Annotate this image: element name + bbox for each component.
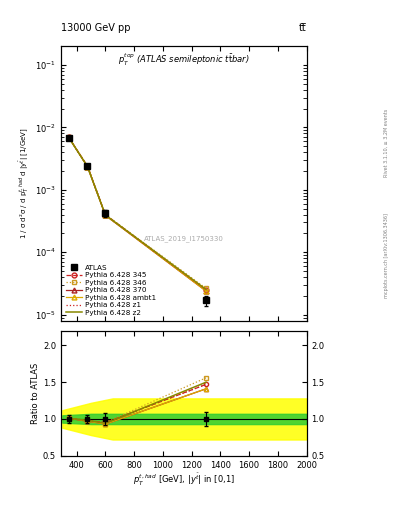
Pythia 6.428 z1 <box>103 212 108 219</box>
Text: tt̅: tt̅ <box>299 23 307 33</box>
Pythia 6.428 ambt1 <box>103 212 108 219</box>
Line: Pythia 6.428 z2: Pythia 6.428 z2 <box>69 138 206 289</box>
Line: Pythia 6.428 345: Pythia 6.428 345 <box>66 135 208 292</box>
Pythia 6.428 345 <box>103 211 108 218</box>
Pythia 6.428 ambt1 <box>66 135 71 141</box>
Text: 13000 GeV pp: 13000 GeV pp <box>61 23 130 33</box>
Pythia 6.428 z1 <box>85 163 90 169</box>
Text: ATLAS_2019_I1750330: ATLAS_2019_I1750330 <box>144 235 224 242</box>
Pythia 6.428 ambt1 <box>204 288 208 294</box>
Pythia 6.428 370 <box>204 288 208 294</box>
Pythia 6.428 z1 <box>204 287 208 293</box>
Line: Pythia 6.428 z1: Pythia 6.428 z1 <box>69 138 206 290</box>
Pythia 6.428 370 <box>85 163 90 169</box>
Pythia 6.428 z2 <box>103 212 108 218</box>
Pythia 6.428 z2 <box>66 135 71 141</box>
Text: Rivet 3.1.10, ≥ 3.2M events: Rivet 3.1.10, ≥ 3.2M events <box>384 109 389 178</box>
Text: $p_T^{top}$ (ATLAS semileptonic t$\bar{\mathrm{t}}$bar): $p_T^{top}$ (ATLAS semileptonic t$\bar{\… <box>118 52 250 68</box>
Legend: ATLAS, Pythia 6.428 345, Pythia 6.428 346, Pythia 6.428 370, Pythia 6.428 ambt1,: ATLAS, Pythia 6.428 345, Pythia 6.428 34… <box>64 263 157 317</box>
Pythia 6.428 370 <box>66 134 71 140</box>
Pythia 6.428 z2 <box>85 163 90 169</box>
Pythia 6.428 z2 <box>204 286 208 292</box>
Pythia 6.428 346 <box>85 163 90 169</box>
Pythia 6.428 370 <box>103 212 108 219</box>
Pythia 6.428 345 <box>66 134 71 140</box>
Pythia 6.428 345 <box>204 287 208 293</box>
Pythia 6.428 346 <box>204 285 208 291</box>
Y-axis label: 1 / σ d²σ / d p$_T^{t,had}$ d |y$^{\bar{t}}$| [1/GeV]: 1 / σ d²σ / d p$_T^{t,had}$ d |y$^{\bar{… <box>18 127 32 240</box>
Pythia 6.428 345 <box>85 163 90 169</box>
Line: Pythia 6.428 ambt1: Pythia 6.428 ambt1 <box>66 135 208 293</box>
Pythia 6.428 346 <box>66 134 71 140</box>
X-axis label: $p_T^{t,had}$ [GeV], $|y^{\bar{t}}|$ in [0,1]: $p_T^{t,had}$ [GeV], $|y^{\bar{t}}|$ in … <box>133 472 235 488</box>
Pythia 6.428 z1 <box>66 135 71 141</box>
Line: Pythia 6.428 346: Pythia 6.428 346 <box>66 135 208 291</box>
Line: Pythia 6.428 370: Pythia 6.428 370 <box>66 135 208 293</box>
Pythia 6.428 346 <box>103 211 108 218</box>
Pythia 6.428 ambt1 <box>85 163 90 169</box>
Y-axis label: Ratio to ATLAS: Ratio to ATLAS <box>31 362 40 424</box>
Text: mcplots.cern.ch [arXiv:1306.3436]: mcplots.cern.ch [arXiv:1306.3436] <box>384 214 389 298</box>
